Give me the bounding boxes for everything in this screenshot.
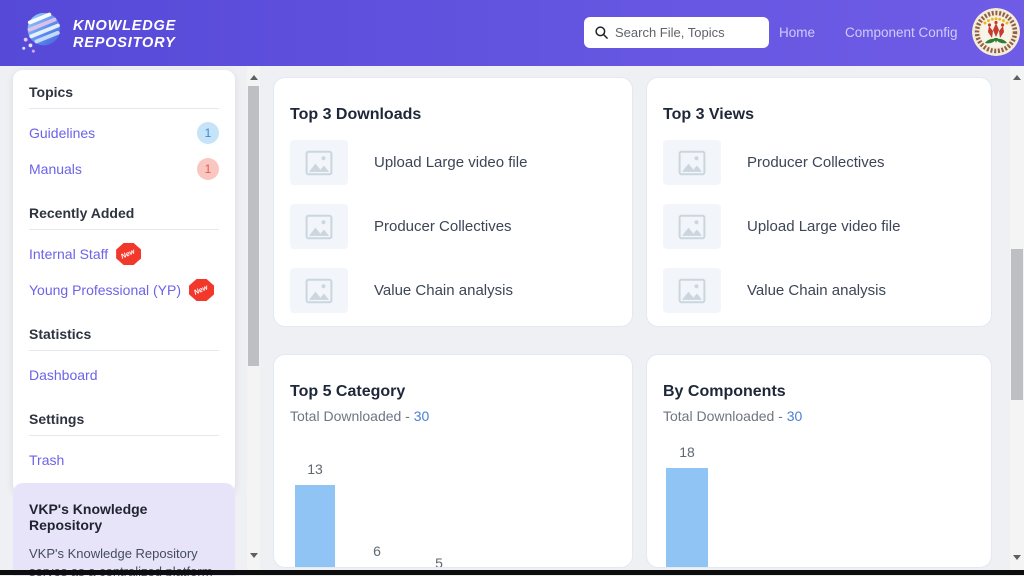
views-list: Producer Collectives Upload Large video … <box>663 140 975 313</box>
sidebar-item-label: Guidelines <box>29 125 96 141</box>
chart-subtitle: Total Downloaded - 30 <box>663 408 803 424</box>
sidebar-item-label: Dashboard <box>29 367 98 383</box>
image-placeholder-icon <box>290 140 348 185</box>
image-placeholder-icon <box>663 268 721 313</box>
sidebar: Topics Guidelines 1 Manuals 1 Recently A… <box>13 70 235 494</box>
nav-home[interactable]: Home <box>779 25 816 40</box>
sidebar-heading-settings: Settings <box>29 411 85 427</box>
brand-logo: KNOWLEDGE REPOSITORY <box>18 8 176 61</box>
top-category-card: Top 5 Category Total Downloaded - 30 13 6… <box>273 354 633 568</box>
item-label: Producer Collectives <box>374 218 512 235</box>
item-label: Value Chain analysis <box>374 282 513 299</box>
scroll-down-icon[interactable] <box>1010 550 1024 564</box>
sidebar-item-internal-staff[interactable]: Internal Staff New <box>29 236 219 272</box>
divider <box>29 350 219 351</box>
item-label: Upload Large video file <box>374 154 528 171</box>
bar-value-label: 5 <box>435 554 443 568</box>
chart-title: By Components <box>663 383 786 400</box>
brand-line1: KNOWLEDGE <box>73 17 177 34</box>
image-placeholder-icon <box>663 140 721 185</box>
info-card-title: VKP's Knowledge Repository <box>29 501 148 533</box>
main-scrollbar[interactable] <box>1010 66 1024 570</box>
bar-value-label: 18 <box>679 444 695 461</box>
item-label: Upload Large video file <box>747 218 901 235</box>
list-item[interactable]: Value Chain analysis <box>290 268 616 313</box>
scroll-up-icon[interactable] <box>247 70 260 84</box>
card-title: Top 3 Views <box>663 106 754 123</box>
scroll-up-icon[interactable] <box>1010 70 1024 84</box>
brand-title: KNOWLEDGE REPOSITORY <box>73 18 176 52</box>
total-value: 30 <box>413 408 430 424</box>
sidebar-item-label: Internal Staff <box>29 246 109 262</box>
image-placeholder-icon <box>290 268 348 313</box>
organization-emblem-logo <box>972 8 1020 56</box>
bar-value-label: 13 <box>307 460 323 477</box>
bar <box>295 484 335 567</box>
brand-line2: REPOSITORY <box>73 34 176 51</box>
list-item[interactable]: Upload Large video file <box>663 204 975 249</box>
top-views-card: Top 3 Views Producer Collectives Upload … <box>646 77 992 327</box>
search-icon <box>595 26 608 39</box>
bar-value-label: 6 <box>373 542 381 559</box>
chart-title: Top 5 Category <box>290 383 406 400</box>
by-components-card: By Components Total Downloaded - 30 18 <box>646 354 992 568</box>
components-bar-chart: 18 <box>647 355 991 567</box>
image-placeholder-icon <box>290 204 348 249</box>
sidebar-heading-statistics: Statistics <box>29 326 92 342</box>
scroll-down-icon[interactable] <box>247 548 260 562</box>
search-box[interactable] <box>584 17 769 48</box>
sidebar-item-label: Young Professional (YP) <box>29 282 182 298</box>
chart-subtitle: Total Downloaded - 30 <box>290 408 430 424</box>
total-value: 30 <box>786 408 803 424</box>
list-item[interactable]: Producer Collectives <box>290 204 616 249</box>
bar <box>666 468 708 567</box>
sidebar-heading-recently-added: Recently Added <box>29 205 135 221</box>
sidebar-heading-topics: Topics <box>29 84 74 100</box>
globe-logo-icon <box>18 8 64 61</box>
sidebar-item-guidelines[interactable]: Guidelines 1 <box>29 115 219 151</box>
divider <box>29 229 219 230</box>
item-label: Value Chain analysis <box>747 282 886 299</box>
sidebar-item-label: Manuals <box>29 161 82 177</box>
search-input[interactable] <box>615 25 755 40</box>
bottom-black-strip <box>0 570 1024 575</box>
downloads-list: Upload Large video file Producer Collect… <box>290 140 616 313</box>
sidebar-item-young-professional[interactable]: Young Professional (YP) New <box>29 272 219 308</box>
scrollbar-thumb[interactable] <box>1011 249 1023 400</box>
divider <box>29 435 219 436</box>
nav-component-config[interactable]: Component Config <box>845 25 958 40</box>
list-item[interactable]: Upload Large video file <box>290 140 616 185</box>
count-badge: 1 <box>197 122 219 144</box>
sidebar-scrollbar[interactable] <box>247 66 260 570</box>
vkp-info-card: VKP's Knowledge Repository VKP's Knowled… <box>13 483 235 576</box>
scrollbar-thumb[interactable] <box>248 86 259 366</box>
new-badge: New <box>116 243 142 265</box>
new-badge: New <box>189 279 215 301</box>
list-item[interactable]: Producer Collectives <box>663 140 975 185</box>
list-item[interactable]: Value Chain analysis <box>663 268 975 313</box>
sidebar-item-dashboard[interactable]: Dashboard <box>29 357 219 393</box>
top-downloads-card: Top 3 Downloads Upload Large video file … <box>273 77 633 327</box>
category-bar-chart: 13 6 5 <box>274 355 632 567</box>
sidebar-item-label: Trash <box>29 452 65 468</box>
card-title: Top 3 Downloads <box>290 106 422 123</box>
divider <box>29 108 219 109</box>
sidebar-item-manuals[interactable]: Manuals 1 <box>29 151 219 187</box>
item-label: Producer Collectives <box>747 154 885 171</box>
sidebar-item-trash[interactable]: Trash <box>29 442 219 478</box>
app-header: KNOWLEDGE REPOSITORY Home Component Conf… <box>0 0 1024 66</box>
bar <box>357 566 397 567</box>
count-badge: 1 <box>197 158 219 180</box>
image-placeholder-icon <box>663 204 721 249</box>
